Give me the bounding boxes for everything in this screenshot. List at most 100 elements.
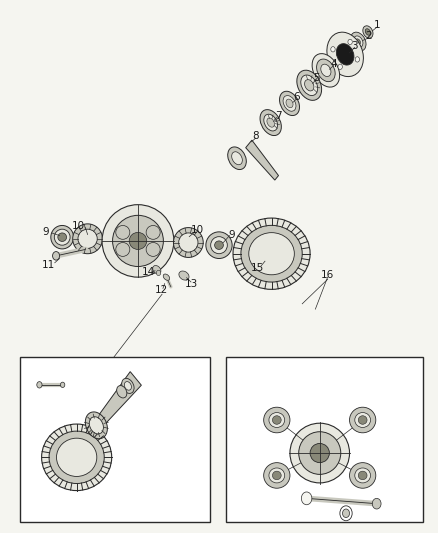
Ellipse shape bbox=[211, 237, 227, 254]
Text: 6: 6 bbox=[293, 92, 300, 102]
Ellipse shape bbox=[42, 424, 112, 490]
Ellipse shape bbox=[297, 70, 321, 100]
Ellipse shape bbox=[301, 75, 318, 95]
Ellipse shape bbox=[117, 385, 127, 398]
Ellipse shape bbox=[51, 225, 74, 249]
Bar bbox=[226, 357, 423, 522]
Ellipse shape bbox=[116, 243, 130, 256]
Ellipse shape bbox=[89, 417, 103, 434]
Text: 12: 12 bbox=[155, 286, 168, 295]
Ellipse shape bbox=[206, 232, 232, 259]
Ellipse shape bbox=[269, 413, 285, 427]
Ellipse shape bbox=[163, 274, 170, 280]
Ellipse shape bbox=[327, 32, 364, 77]
Ellipse shape bbox=[269, 468, 285, 483]
Text: 9: 9 bbox=[42, 227, 49, 237]
Ellipse shape bbox=[249, 232, 294, 275]
Text: 15: 15 bbox=[251, 263, 264, 272]
Ellipse shape bbox=[317, 59, 335, 82]
Ellipse shape bbox=[146, 225, 160, 239]
Ellipse shape bbox=[353, 36, 363, 47]
Ellipse shape bbox=[179, 233, 198, 252]
Ellipse shape bbox=[286, 99, 293, 108]
Ellipse shape bbox=[129, 232, 147, 249]
Text: 10: 10 bbox=[191, 225, 204, 235]
Ellipse shape bbox=[355, 468, 371, 483]
Ellipse shape bbox=[336, 44, 354, 65]
Circle shape bbox=[338, 64, 343, 69]
Ellipse shape bbox=[49, 431, 104, 483]
Text: 2: 2 bbox=[365, 31, 372, 41]
Ellipse shape bbox=[78, 229, 97, 248]
Ellipse shape bbox=[179, 271, 189, 280]
Ellipse shape bbox=[228, 147, 246, 169]
Ellipse shape bbox=[215, 241, 223, 249]
Polygon shape bbox=[246, 140, 279, 180]
Circle shape bbox=[156, 270, 161, 276]
Ellipse shape bbox=[233, 218, 310, 289]
Polygon shape bbox=[89, 372, 141, 435]
Ellipse shape bbox=[290, 423, 350, 483]
Circle shape bbox=[301, 492, 312, 505]
Text: 3: 3 bbox=[351, 41, 358, 51]
Ellipse shape bbox=[85, 412, 107, 439]
Circle shape bbox=[53, 252, 60, 260]
Ellipse shape bbox=[350, 463, 376, 488]
Ellipse shape bbox=[241, 225, 302, 282]
Ellipse shape bbox=[73, 224, 102, 254]
Ellipse shape bbox=[267, 118, 275, 127]
Ellipse shape bbox=[365, 29, 371, 35]
Ellipse shape bbox=[272, 471, 281, 480]
Ellipse shape bbox=[260, 110, 281, 135]
Circle shape bbox=[37, 382, 42, 388]
Circle shape bbox=[372, 498, 381, 509]
Ellipse shape bbox=[173, 228, 203, 257]
Ellipse shape bbox=[124, 382, 131, 390]
Text: 13: 13 bbox=[185, 279, 198, 288]
Text: 11: 11 bbox=[42, 261, 55, 270]
Text: 9: 9 bbox=[229, 230, 236, 239]
Text: 7: 7 bbox=[275, 111, 282, 121]
Ellipse shape bbox=[122, 378, 134, 393]
Ellipse shape bbox=[264, 114, 278, 131]
Ellipse shape bbox=[299, 432, 341, 474]
Text: 8: 8 bbox=[252, 132, 259, 141]
Ellipse shape bbox=[350, 407, 376, 433]
Ellipse shape bbox=[358, 416, 367, 424]
Text: 10: 10 bbox=[71, 221, 85, 231]
Text: 4: 4 bbox=[330, 59, 337, 69]
Circle shape bbox=[355, 56, 360, 62]
Ellipse shape bbox=[312, 54, 339, 87]
Circle shape bbox=[348, 39, 352, 45]
Text: 14: 14 bbox=[141, 267, 155, 277]
Text: 1: 1 bbox=[374, 20, 381, 30]
Ellipse shape bbox=[54, 229, 70, 245]
Ellipse shape bbox=[57, 438, 97, 477]
Circle shape bbox=[331, 46, 335, 52]
Ellipse shape bbox=[279, 91, 300, 116]
Ellipse shape bbox=[283, 95, 296, 111]
Circle shape bbox=[60, 382, 65, 387]
Ellipse shape bbox=[58, 233, 67, 241]
Circle shape bbox=[340, 506, 352, 521]
Ellipse shape bbox=[304, 79, 314, 91]
Ellipse shape bbox=[363, 26, 373, 38]
Ellipse shape bbox=[310, 443, 329, 463]
Ellipse shape bbox=[350, 32, 366, 51]
Bar bbox=[20, 357, 210, 522]
Ellipse shape bbox=[264, 463, 290, 488]
Ellipse shape bbox=[321, 64, 331, 77]
Ellipse shape bbox=[113, 215, 163, 266]
Ellipse shape bbox=[116, 225, 130, 239]
Text: 16: 16 bbox=[321, 270, 334, 280]
Circle shape bbox=[343, 509, 350, 518]
Text: 5: 5 bbox=[313, 73, 320, 83]
Ellipse shape bbox=[272, 416, 281, 424]
Ellipse shape bbox=[264, 407, 290, 433]
Ellipse shape bbox=[355, 413, 371, 427]
Ellipse shape bbox=[146, 243, 160, 256]
Ellipse shape bbox=[356, 39, 360, 44]
Ellipse shape bbox=[102, 205, 174, 277]
Ellipse shape bbox=[358, 471, 367, 480]
Ellipse shape bbox=[153, 265, 161, 274]
